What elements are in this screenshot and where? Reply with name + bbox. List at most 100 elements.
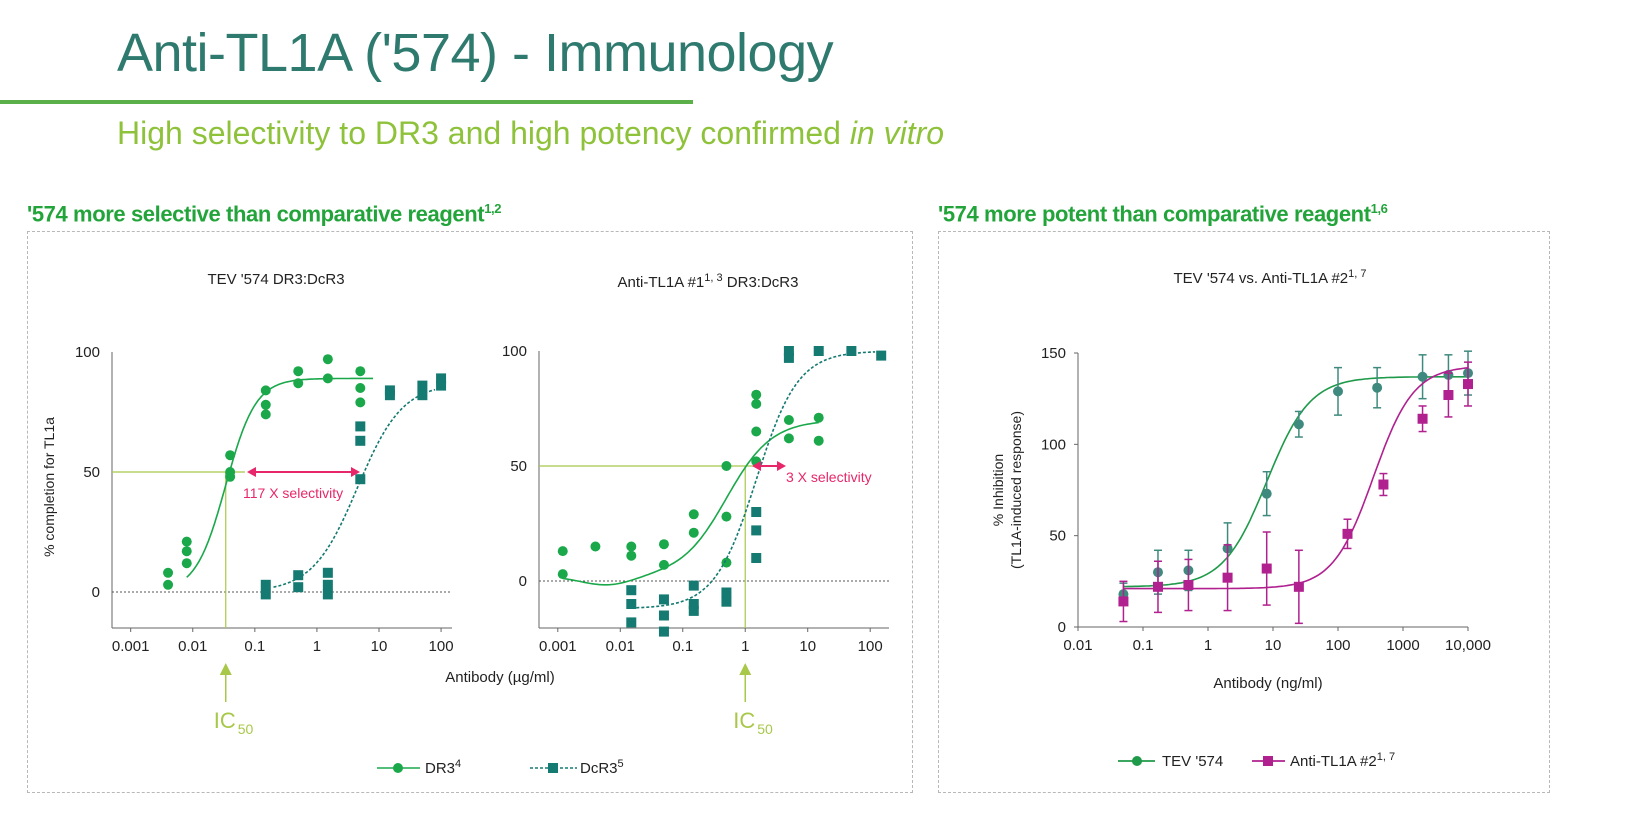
- chart-0-selectivity-label: 117 X selectivity: [243, 485, 343, 501]
- chart-1-ytick-label: 0: [519, 573, 527, 590]
- chart-1-point: [658, 539, 669, 550]
- right-chart-panel: [938, 231, 1550, 793]
- chart-0-point: [322, 589, 333, 600]
- chart-0-point: [181, 546, 192, 557]
- subtitle-main: High selectivity to DR3 and high potency…: [117, 115, 850, 151]
- chart-1-point: [813, 412, 824, 423]
- chart-2-ytick-label: 50: [1049, 528, 1066, 545]
- chart-0-xtick-label: 0.001: [112, 638, 150, 655]
- chart-2-point: [1463, 379, 1473, 390]
- chart-1-point: [751, 426, 762, 437]
- chart-0-xtick-label: 10: [371, 638, 388, 655]
- chart-0-point: [260, 409, 271, 420]
- chart-0-point: [181, 558, 192, 569]
- chart-0-point: [355, 383, 366, 393]
- chart-1-point: [626, 550, 637, 561]
- chart-1-point: [783, 352, 794, 363]
- chart-1-point: [783, 346, 794, 356]
- chart-1-ytick-label: 50: [510, 458, 527, 475]
- chart-0-point: [260, 399, 271, 410]
- chart-1-point: [721, 557, 732, 568]
- left-section-sup: 1,2: [484, 201, 502, 216]
- chart-0-ic50-label: IC: [214, 708, 236, 733]
- chart-1-point: [751, 553, 762, 563]
- legend-dr3-label: DR34: [425, 758, 461, 777]
- chart-2-ytick-label: 150: [1041, 345, 1066, 362]
- legend-anti2-marker: [1263, 756, 1273, 766]
- chart-0-point: [436, 373, 447, 384]
- chart-0-point: [322, 373, 333, 384]
- chart-1-xtick-label: 10: [799, 638, 816, 655]
- left-section-text: '574 more selective than comparative rea…: [27, 201, 485, 227]
- chart-0-point: [436, 380, 447, 391]
- chart-0-ytick-label: 100: [75, 344, 100, 361]
- chart-0-point: [260, 385, 271, 396]
- shared-xlabel: Antibody (µg/ml): [445, 669, 555, 686]
- chart-0-point: [322, 567, 333, 578]
- chart-1-point: [813, 346, 824, 356]
- chart-1-selectivity-label: 3 X selectivity: [786, 469, 872, 485]
- chart-0-point: [225, 450, 236, 461]
- chart-2-xtick-label: 10,000: [1445, 637, 1491, 654]
- chart-2-xtick-label: 10: [1265, 637, 1282, 654]
- chart-0-xtick-label: 0.01: [178, 638, 207, 655]
- page-title: Anti-TL1A ('574) - Immunology: [117, 23, 834, 83]
- chart-2-xtick-label: 1000: [1386, 637, 1419, 654]
- legend-dcr3-label: DcR35: [580, 758, 624, 777]
- chart-0-point: [293, 570, 304, 581]
- chart-0-fit-0: [186, 377, 373, 578]
- chart-1-point: [813, 435, 824, 446]
- chart-0-xtick-label: 0.1: [244, 638, 265, 655]
- chart-1-point: [557, 569, 568, 580]
- chart-0-arrow-right: [351, 467, 360, 477]
- chart-0-point: [322, 354, 333, 365]
- chart-1-ic50-label: IC: [733, 708, 755, 733]
- chart-0-ytick-label: 50: [83, 464, 100, 481]
- chart-1-point: [783, 433, 794, 444]
- chart-0-point: [225, 471, 236, 482]
- chart-0-point: [260, 579, 271, 590]
- left-section-heading: '574 more selective than comparative rea…: [27, 201, 501, 227]
- chart-1-point: [626, 585, 637, 596]
- chart-1-title: Anti-TL1A #11, 3 DR3:DcR3: [618, 272, 799, 291]
- chart-1-xtick-label: 1: [741, 638, 749, 655]
- chart-2-ylabel: % Inhibition: [990, 454, 1006, 526]
- chart-2-point: [1118, 596, 1129, 607]
- chart-1-arrow-left: [752, 461, 761, 471]
- title-underline: [0, 100, 693, 104]
- chart-1-point: [658, 626, 669, 637]
- chart-0-point: [355, 435, 366, 446]
- chart-2-xlabel: Antibody (ng/ml): [1213, 675, 1322, 692]
- chart-1-ytick-label: 100: [502, 343, 527, 360]
- chart-2-point: [1293, 581, 1304, 592]
- chart-1-point: [626, 617, 637, 628]
- legend-tev-label: TEV '574: [1162, 753, 1223, 770]
- chart-0-point: [293, 378, 304, 389]
- chart-0-point: [417, 390, 428, 401]
- chart-1-ic50-arrow-head: [739, 663, 752, 675]
- chart-1-point: [846, 346, 857, 356]
- chart-2-ytick-label: 100: [1041, 436, 1066, 453]
- right-section-text: '574 more potent than comparative reagen…: [938, 201, 1371, 227]
- chart-0-ylabel: % completion for TL1a: [41, 417, 57, 557]
- chart-0-point: [293, 366, 304, 377]
- page-subtitle: High selectivity to DR3 and high potency…: [117, 115, 944, 152]
- chart-0-point: [355, 474, 366, 485]
- chart-2-point: [1378, 479, 1389, 490]
- chart-1-point: [721, 511, 732, 522]
- chart-1-xtick-label: 0.1: [672, 638, 693, 655]
- chart-0-title: TEV '574 DR3:DcR3: [207, 271, 344, 288]
- chart-1-point: [721, 596, 732, 607]
- chart-2-point: [1152, 581, 1163, 592]
- chart-0-point: [384, 390, 395, 401]
- chart-0-fit-1: [273, 388, 436, 588]
- chart-0-point: [293, 582, 304, 593]
- subtitle-emphasis: in vitro: [849, 115, 945, 151]
- chart-2-ylabel2: (TL1A-induced response): [1008, 411, 1024, 569]
- chart-0-ic50-sub: 50: [238, 721, 254, 737]
- chart-1-point: [751, 398, 762, 409]
- chart-0-xtick-label: 100: [429, 638, 454, 655]
- chart-1-point: [688, 580, 699, 591]
- chart-0-point: [417, 380, 428, 391]
